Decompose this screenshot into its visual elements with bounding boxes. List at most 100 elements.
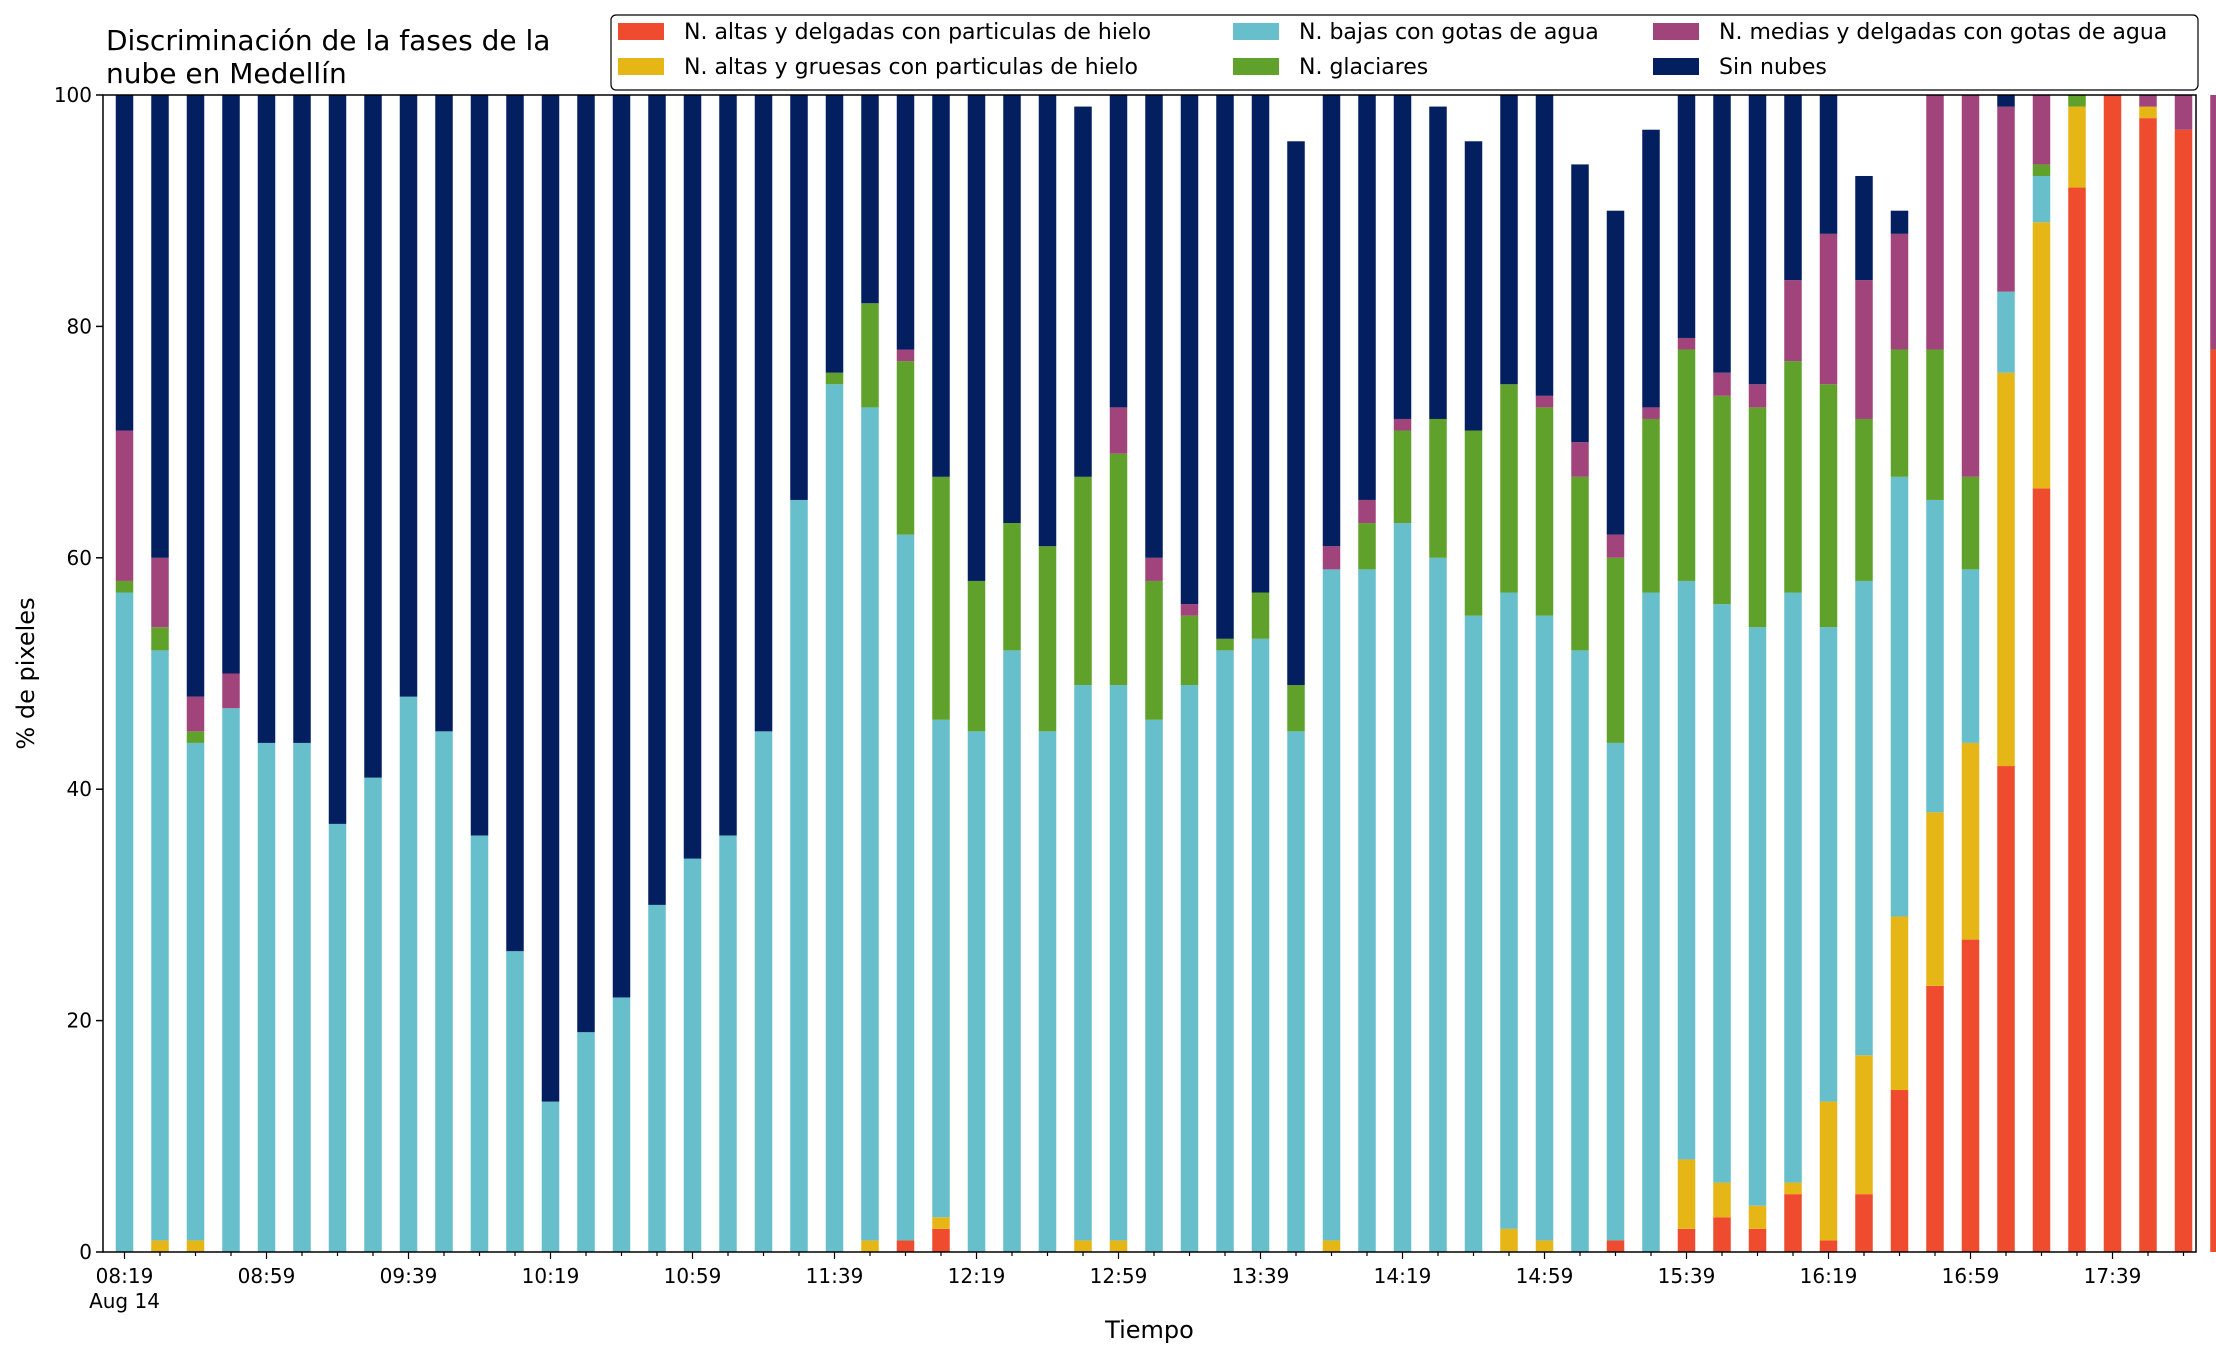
bar-segment [1322, 1240, 1341, 1252]
bar-segment [1393, 523, 1412, 1252]
bar-segment [648, 95, 666, 905]
bar-segment [825, 95, 844, 373]
bar-segment [577, 95, 595, 1033]
bar-segment [1784, 361, 1802, 593]
legend-box [610, 14, 2199, 91]
bar-segment [1890, 210, 1909, 234]
legend-entry: N. altas y delgadas con particulas de hi… [684, 20, 1151, 45]
bar-segment [1535, 395, 1554, 408]
bar-segment [1784, 1194, 1802, 1252]
bar-segment [2068, 106, 2086, 188]
bar-segment [1748, 1205, 1767, 1229]
x-axis: 08:19 08:59 09:39 10:19 10:59 11:39 12:19 12:59… [89, 1252, 2185, 1313]
bar-segment [222, 708, 240, 1252]
bar-segment [1606, 742, 1625, 1241]
bar-segment [2032, 222, 2051, 489]
bar-segment [1784, 280, 1802, 362]
bar-segment [1145, 95, 1163, 558]
legend-swatch [618, 58, 664, 75]
bar-segment [1109, 407, 1128, 454]
bar-segment [1145, 719, 1163, 1252]
bar-segment [1713, 1217, 1731, 1252]
axes-frame [102, 94, 2197, 1253]
bar-segment [1677, 95, 1696, 338]
bar-segment [1819, 384, 1838, 628]
bar-segment [1606, 210, 1625, 535]
bar-segment [1500, 384, 1518, 593]
bar-segment [967, 95, 986, 581]
bar-segment [1287, 731, 1305, 1252]
bar-segment [648, 904, 666, 1252]
bar-segment [1429, 418, 1447, 558]
bar-segment [1713, 395, 1731, 605]
x-axis-label: Tiempo [1104, 1316, 1194, 1344]
bar-segment [1784, 95, 1802, 281]
bar-segment [1251, 638, 1270, 1252]
bar-segment [896, 534, 915, 1241]
x-date-label: Aug 14 [89, 1289, 160, 1313]
bar-segment [1890, 476, 1909, 917]
bar-segment [790, 499, 808, 1252]
legend-entry: Sin nubes [1719, 55, 1827, 80]
bar-segment [1748, 95, 1767, 385]
bar-segment [932, 1217, 950, 1229]
bar-segment [1713, 604, 1731, 1183]
bar-segment [2032, 164, 2051, 176]
x-tick-label: 14:59 [1516, 1264, 1574, 1288]
bar-segment [1642, 592, 1660, 1252]
bar-segment [1677, 337, 1696, 350]
bar-segment [1819, 95, 1838, 234]
bar-segment [1961, 742, 1980, 940]
bar-segment [1429, 106, 1447, 419]
bar-segment [1109, 685, 1128, 1241]
bar-segment [932, 1228, 950, 1252]
bar-segment [861, 303, 879, 408]
bar-segment [861, 1240, 879, 1252]
bar-segment [1642, 407, 1660, 419]
x-tick-label: 13:39 [1232, 1264, 1290, 1288]
bar-segment [435, 731, 453, 1252]
bar-segment [151, 650, 169, 1241]
bar-segment [1748, 384, 1767, 408]
bar-segment [1606, 1240, 1625, 1252]
bar-segment [1180, 685, 1199, 1252]
bar-segment [1677, 349, 1696, 581]
bar-segment [1748, 407, 1767, 628]
legend-entry: N. glaciares [1299, 55, 1428, 80]
bar-segment [2139, 95, 2157, 107]
bar-segment [1003, 95, 1021, 524]
bar-segment [541, 1101, 560, 1252]
bar-segment [1819, 233, 1838, 385]
bar-segment [257, 742, 276, 1252]
bar-segment [151, 1240, 169, 1252]
bar-segment [577, 1032, 595, 1252]
chart-title-line-2: nube en Medellín [106, 57, 347, 90]
bar-segment [1855, 580, 1873, 1056]
bar-segment [1571, 650, 1589, 1252]
bar-segment [1535, 407, 1554, 616]
bar-segment [1606, 557, 1625, 743]
bar-segment [1003, 523, 1021, 651]
bar-segment [754, 731, 773, 1252]
bar-segment [1393, 95, 1412, 419]
bar-segment [1784, 1182, 1802, 1195]
x-tick-label: 08:19 [96, 1264, 154, 1288]
bar-segment [896, 95, 915, 350]
bar-segment [1500, 1228, 1518, 1252]
bar-segment [115, 95, 134, 431]
bar-segment [257, 95, 276, 743]
bar-segment [1074, 685, 1092, 1241]
x-tick-label: 11:39 [806, 1264, 864, 1288]
bar-segment [1997, 106, 2015, 292]
bar-segment [1464, 615, 1483, 1252]
bar-segment [2210, 95, 2216, 350]
chart-title-line-1: Discriminación de la fases de la [106, 24, 550, 57]
bar-segment [470, 95, 489, 836]
bar-segment [1358, 569, 1376, 1252]
bar-segment [1109, 95, 1128, 408]
bar-segment [1571, 476, 1589, 651]
bar-segment [719, 835, 737, 1252]
bar-segment [506, 95, 524, 952]
x-tick-label: 10:19 [522, 1264, 580, 1288]
